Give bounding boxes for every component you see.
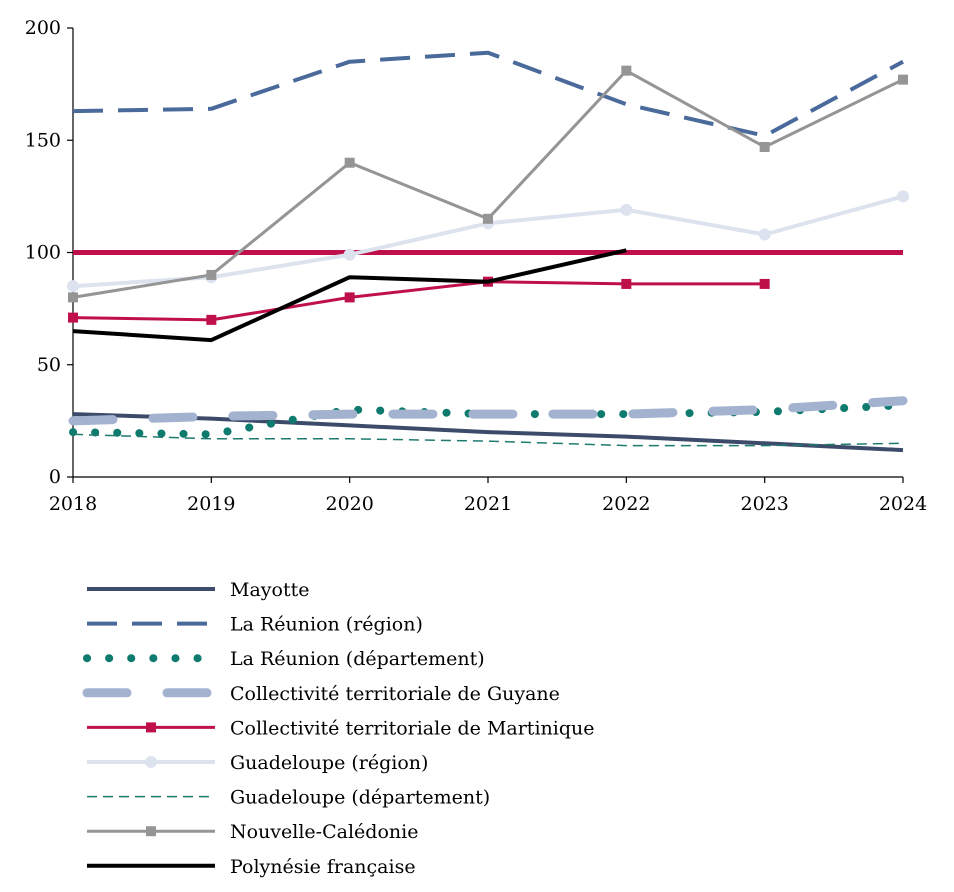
legend-item: La Réunion (région) <box>87 614 423 636</box>
x-tick-label: 2021 <box>464 493 512 515</box>
data-point <box>620 203 633 216</box>
x-tick-label: 2022 <box>602 493 650 515</box>
legend-label: Collectivité territoriale de Guyane <box>230 683 560 705</box>
legend-item: Collectivité territoriale de Guyane <box>82 683 560 705</box>
y-tick-label: 100 <box>25 242 61 264</box>
legend-marker <box>145 756 157 768</box>
x-tick-label: 2018 <box>49 493 97 515</box>
data-point <box>898 74 908 85</box>
x-tick-label: 2020 <box>325 493 373 515</box>
legend-item: Guadeloupe (département) <box>87 787 490 809</box>
series-4 <box>68 276 770 325</box>
legend-label: Guadeloupe (région) <box>230 752 428 774</box>
series-6 <box>72 433 904 447</box>
series-line <box>72 194 904 289</box>
legend-label: Mayotte <box>230 579 309 601</box>
legend-marker <box>146 722 156 733</box>
x-tick-label: 2024 <box>879 493 927 515</box>
y-tick-label: 200 <box>25 17 61 39</box>
series-7 <box>68 65 908 303</box>
data-point <box>68 312 78 323</box>
data-point <box>206 314 217 325</box>
series-line <box>72 69 904 299</box>
series-line <box>72 50 904 138</box>
y-tick-label: 0 <box>49 466 61 488</box>
series-line <box>72 433 904 447</box>
data-point <box>67 280 79 293</box>
y-tick-label: 150 <box>25 129 61 151</box>
legend-item: Mayotte <box>87 579 309 601</box>
series-8 <box>72 248 627 343</box>
legend-label: Nouvelle-Calédonie <box>230 821 418 843</box>
series-line <box>72 412 904 453</box>
series-line <box>72 248 627 343</box>
axes: 0 50 100 150 200 2018 2019 2020 2021 2022 2023 2024 <box>25 17 927 515</box>
legend-item: Nouvelle-Calédonie <box>87 821 418 843</box>
series-lines <box>67 50 909 453</box>
data-point <box>621 65 632 76</box>
data-point <box>68 292 78 303</box>
series-3 <box>68 396 908 426</box>
series-1 <box>72 50 904 138</box>
legend-label: Guadeloupe (département) <box>230 787 490 809</box>
series-line <box>68 396 908 426</box>
legend-item: Polynésie française <box>87 856 416 878</box>
data-point <box>343 248 356 261</box>
legend-label: La Réunion (département) <box>230 648 485 670</box>
y-tick-label: 50 <box>37 354 61 376</box>
legend-item: Collectivité territoriale de Martinique <box>87 717 594 739</box>
legend-item: Guadeloupe (région) <box>87 752 428 774</box>
data-point <box>759 278 770 289</box>
x-tick-label: 2019 <box>187 493 235 515</box>
legend-marker <box>146 826 156 837</box>
x-tick-label: 2023 <box>740 493 788 515</box>
legend: Mayotte La Réunion (région) La Réunion (dé… <box>82 579 594 878</box>
series-line <box>72 280 765 322</box>
data-point <box>621 278 632 289</box>
legend-label: La Réunion (région) <box>230 614 423 636</box>
series-0 <box>72 412 904 453</box>
data-point <box>344 157 355 168</box>
data-point <box>758 228 771 241</box>
legend-label: Polynésie française <box>230 856 416 878</box>
data-point <box>206 269 217 280</box>
data-point <box>897 190 909 203</box>
data-point <box>759 141 770 152</box>
legend-item: La Réunion (département) <box>83 648 485 670</box>
legend-label: Collectivité territoriale de Martinique <box>230 717 594 739</box>
data-point <box>344 292 355 303</box>
data-point <box>483 213 493 224</box>
